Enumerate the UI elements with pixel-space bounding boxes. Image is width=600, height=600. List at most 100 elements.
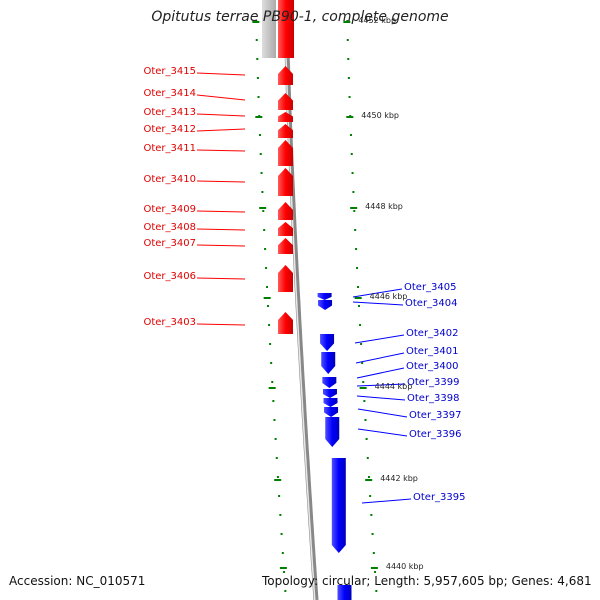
scale-tick [365, 438, 368, 440]
forward-leader-line [196, 323, 246, 326]
forward-leader-line [196, 228, 246, 231]
genome-backbone [262, 0, 319, 600]
scale-tick [281, 552, 284, 554]
topology-text: Topology: circular; Length: 5,957,605 bp… [262, 574, 592, 588]
reverse-gene-arrow [331, 458, 346, 553]
scale-tick [259, 153, 262, 155]
reverse-gene-label[interactable]: Oter_3395 [413, 492, 466, 503]
scale-tick [276, 476, 279, 478]
forward-gene-label[interactable]: Oter_3409 [143, 204, 196, 215]
forward-gene-label[interactable]: Oter_3411 [143, 143, 196, 154]
scale-tick [346, 39, 349, 41]
scale-tick [347, 77, 350, 79]
major-tick [279, 567, 287, 569]
scale-tick [356, 267, 359, 269]
forward-leader-line [196, 128, 246, 132]
forward-gene-label[interactable]: Oter_3408 [143, 222, 196, 233]
reverse-gene-label[interactable]: Oter_3405 [404, 282, 457, 293]
scale-tick [354, 229, 357, 231]
scale-tick [361, 362, 364, 364]
reverse-leader-line [354, 334, 405, 344]
major-tick [259, 207, 267, 209]
major-tick [350, 207, 358, 209]
scale-tick [256, 77, 259, 79]
scale-tick [360, 343, 363, 345]
forward-gene-arrow [278, 124, 293, 138]
reverse-gene-arrow [323, 398, 338, 407]
major-tick [370, 567, 378, 569]
forward-gene-label[interactable]: Oter_3412 [143, 124, 196, 135]
scale-tick [284, 590, 287, 592]
scale-tick [283, 571, 286, 573]
scale-tick [359, 324, 362, 326]
scale-tick [367, 476, 370, 478]
gene-features [278, 0, 352, 600]
major-tick [365, 479, 373, 481]
previous-gene-band [262, 0, 276, 58]
forward-gene-arrow [278, 112, 293, 122]
scale-tick [274, 438, 277, 440]
scale-tick [364, 419, 367, 421]
major-tick [263, 297, 271, 299]
forward-leader-line [196, 149, 246, 152]
forward-gene-label[interactable]: Oter_3407 [143, 238, 196, 249]
scale-tick [279, 514, 282, 516]
forward-leader-line [196, 94, 246, 101]
scale-tick [347, 58, 350, 60]
scale-tick [271, 381, 274, 383]
scale-tick [265, 267, 268, 269]
reverse-gene-label[interactable]: Oter_3402 [406, 328, 459, 339]
forward-gene-label[interactable]: Oter_3415 [143, 66, 196, 77]
scale-tick [278, 495, 281, 497]
reverse-gene-label[interactable]: Oter_3401 [406, 346, 459, 357]
reverse-leader-line [356, 367, 405, 379]
forward-gene-arrow [278, 238, 293, 254]
forward-gene-label[interactable]: Oter_3410 [143, 174, 196, 185]
scale-tick [366, 457, 369, 459]
scale-tick [258, 134, 261, 136]
scale-tick [370, 514, 373, 516]
forward-leader-line [196, 277, 246, 280]
scale-tick [280, 533, 283, 535]
reverse-leader-line [357, 428, 408, 437]
forward-gene-arrow [278, 168, 293, 196]
forward-gene-label[interactable]: Oter_3413 [143, 107, 196, 118]
reverse-gene-arrow [322, 389, 337, 398]
reverse-gene-arrow [324, 407, 339, 417]
scale-tick [350, 153, 353, 155]
reverse-leader-line [352, 301, 404, 306]
scale-tick [369, 495, 372, 497]
scale-tick [357, 286, 360, 288]
scale-label: 4440 kbp [385, 562, 424, 571]
reverse-gene-label[interactable]: Oter_3396 [409, 429, 462, 440]
forward-gene-label[interactable]: Oter_3414 [143, 88, 196, 99]
scale-label: 4444 kbp [374, 382, 413, 391]
scale-tick [264, 248, 267, 250]
forward-gene-arrow [278, 222, 293, 236]
forward-gene-arrow [278, 312, 293, 334]
major-tick [343, 21, 351, 23]
forward-gene-arrow [278, 202, 293, 220]
scale-tick [374, 571, 377, 573]
scale-tick [269, 343, 272, 345]
major-tick [346, 116, 354, 118]
scale-tick [268, 324, 271, 326]
reverse-leader-line [356, 383, 406, 387]
reverse-gene-label[interactable]: Oter_3404 [405, 298, 458, 309]
reverse-gene-label[interactable]: Oter_3398 [407, 393, 460, 404]
reverse-gene-label[interactable]: Oter_3397 [409, 410, 462, 421]
scale-tick [272, 400, 275, 402]
forward-leader-line [196, 113, 246, 117]
scale-label: 4452 kbp [358, 16, 397, 25]
scale-tick [351, 172, 354, 174]
reverse-gene-label[interactable]: Oter_3400 [406, 361, 459, 372]
forward-leader-line [196, 180, 246, 183]
forward-gene-label[interactable]: Oter_3406 [143, 271, 196, 282]
reverse-gene-label[interactable]: Oter_3399 [407, 377, 460, 388]
scale-tick [261, 191, 264, 193]
scale-label: 4450 kbp [361, 111, 399, 120]
scale-tick [348, 96, 351, 98]
scale-tick [273, 419, 276, 421]
forward-gene-label[interactable]: Oter_3403 [143, 317, 196, 328]
